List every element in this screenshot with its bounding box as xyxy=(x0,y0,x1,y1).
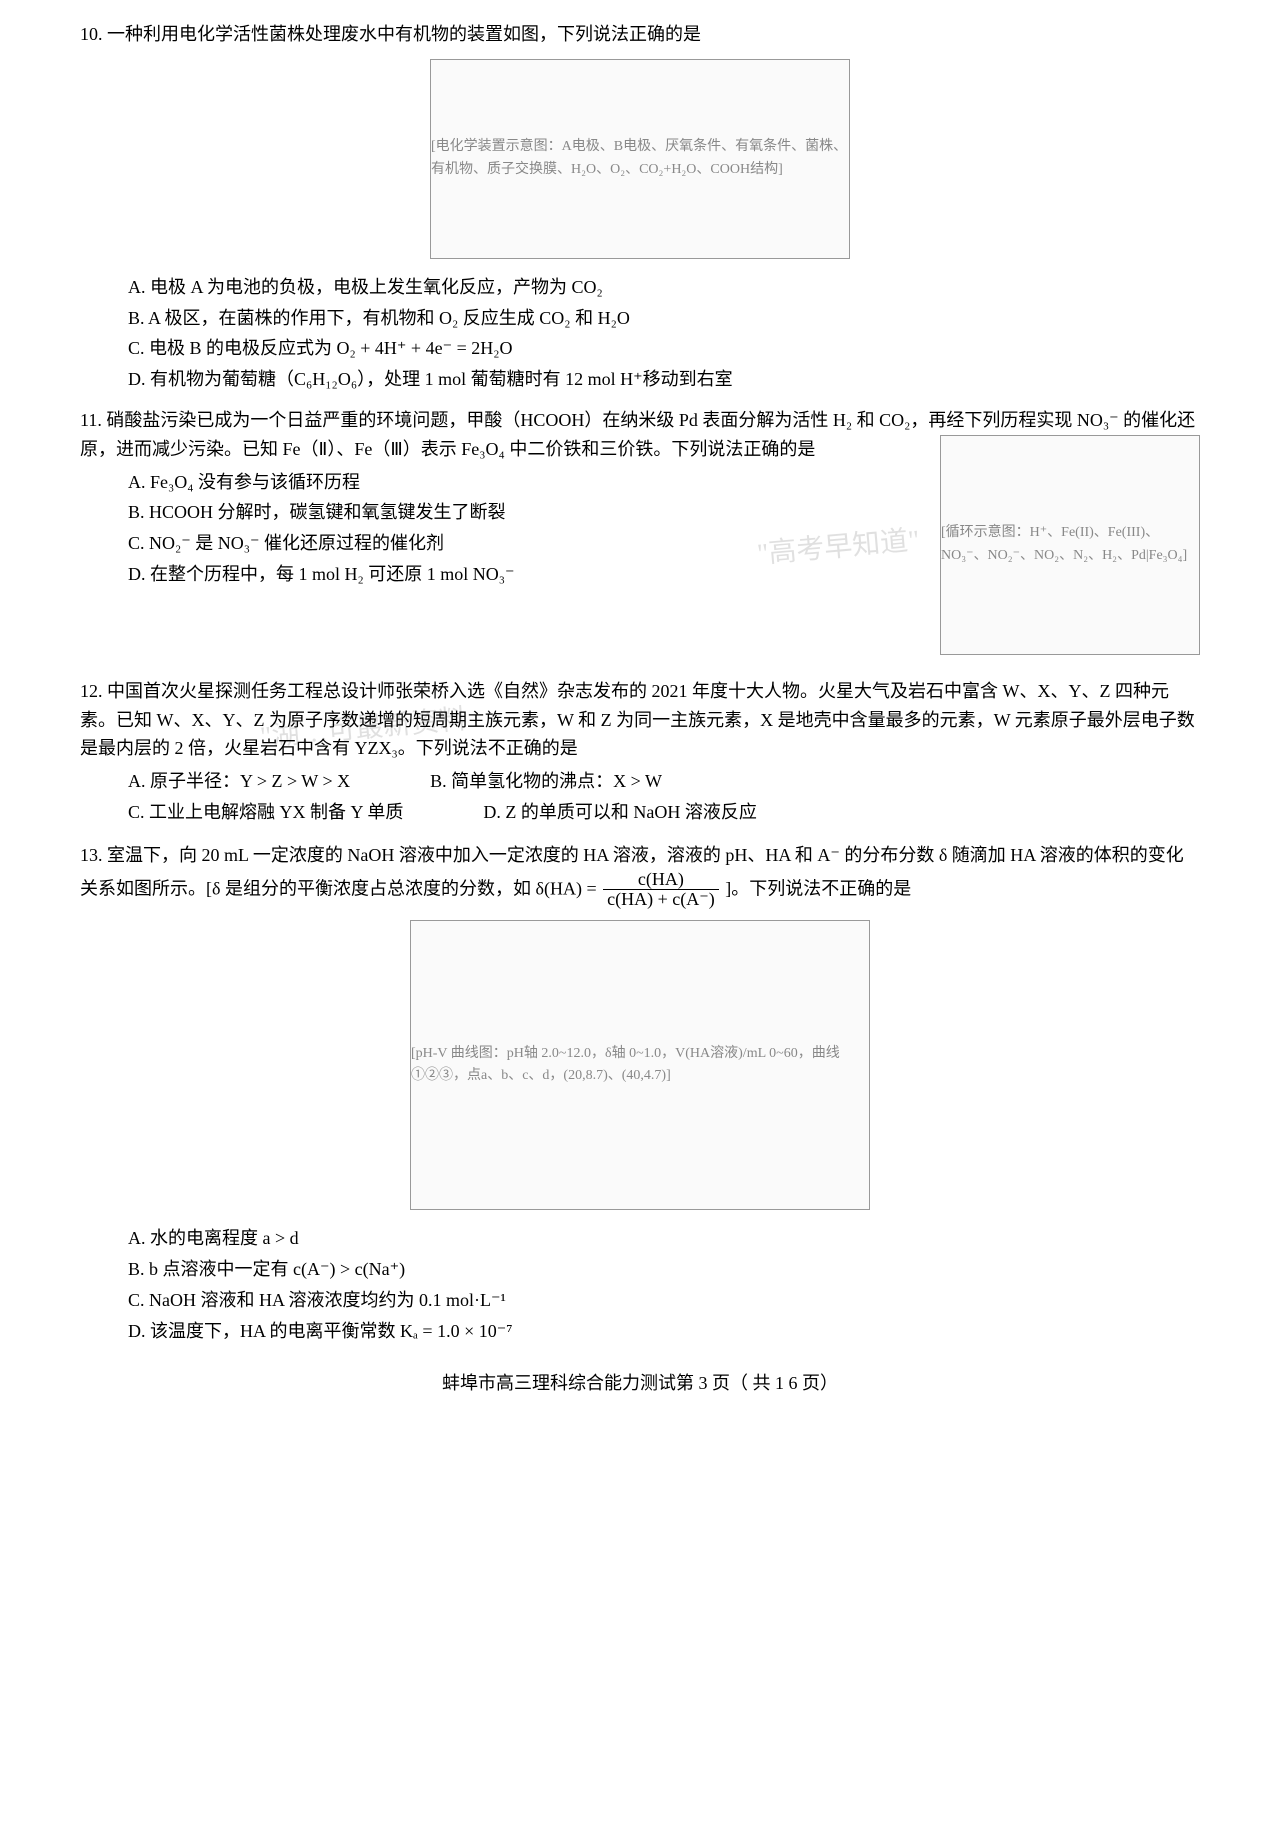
question-13: 13. 室温下，向 20 mL 一定浓度的 NaOH 溶液中加入一定浓度的 HA… xyxy=(80,841,1200,1346)
q10-option-A: A. 电极 A 为电池的负极，电极上发生氧化反应，产物为 CO₂ xyxy=(128,273,1200,302)
q12-option-B: B. 简单氢化物的沸点：X > W xyxy=(430,767,662,796)
q13-option-A: A. 水的电离程度 a > d xyxy=(128,1224,1200,1253)
question-10: 10. 一种利用电化学活性菌株处理废水中有机物的装置如图，下列说法正确的是 [电… xyxy=(80,20,1200,394)
q10-option-C: C. 电极 B 的电极反应式为 O₂ + 4H⁺ + 4e⁻ = 2H₂O xyxy=(128,334,1200,363)
q13-option-D: D. 该温度下，HA 的电离平衡常数 Kₐ = 1.0 × 10⁻⁷ xyxy=(128,1317,1200,1346)
q13-frac-num: c(HA) xyxy=(603,870,719,891)
q10-figure: [电化学装置示意图：A电极、B电极、厌氧条件、有氧条件、菌株、有机物、质子交换膜… xyxy=(430,59,850,259)
q13-frac-den: c(HA) + c(A⁻) xyxy=(603,890,719,910)
q13-options: A. 水的电离程度 a > d B. b 点溶液中一定有 c(A⁻) > c(N… xyxy=(128,1224,1200,1345)
q10-option-B: B. A 极区，在菌株的作用下，有机物和 O₂ 反应生成 CO₂ 和 H₂O xyxy=(128,304,1200,333)
q12-number: 12. xyxy=(80,681,103,701)
q10-number: 10. xyxy=(80,24,103,44)
q12-stem: 中国首次火星探测任务工程总设计师张荣桥入选《自然》杂志发布的 2021 年度十大… xyxy=(80,681,1195,759)
q12-option-D: D. Z 的单质可以和 NaOH 溶液反应 xyxy=(483,798,756,827)
q13-option-C: C. NaOH 溶液和 HA 溶液浓度均约为 0.1 mol·L⁻¹ xyxy=(128,1286,1200,1315)
question-12: 12. 中国首次火星探测任务工程总设计师张荣桥入选《自然》杂志发布的 2021 … xyxy=(80,677,1200,829)
q12-option-A: A. 原子半径：Y > Z > W > X xyxy=(128,767,350,796)
q13-fraction: c(HA) c(HA) + c(A⁻) xyxy=(603,870,719,911)
q13-figure: [pH-V 曲线图：pH轴 2.0~12.0，δ轴 0~1.0，V(HA溶液)/… xyxy=(410,920,870,1210)
page-footer: 蚌埠市高三理科综合能力测试第 3 页（ 共 1 6 页） xyxy=(80,1369,1200,1398)
q12-option-C: C. 工业上电解熔融 YX 制备 Y 单质 xyxy=(128,798,403,827)
q11-number: 11. xyxy=(80,410,102,430)
q13-stem-part2: ]。下列说法不正确的是 xyxy=(725,878,911,898)
q13-option-B: B. b 点溶液中一定有 c(A⁻) > c(Na⁺) xyxy=(128,1255,1200,1284)
q13-number: 13. xyxy=(80,845,103,865)
q10-option-D: D. 有机物为葡萄糖（C₆H₁₂O₆），处理 1 mol 葡萄糖时有 12 mo… xyxy=(128,365,1200,394)
q11-figure: [循环示意图：H⁺、Fe(II)、Fe(III)、NO₃⁻、NO₂⁻、NO₂、N… xyxy=(940,435,1200,655)
q10-stem: 一种利用电化学活性菌株处理废水中有机物的装置如图，下列说法正确的是 xyxy=(107,24,701,44)
question-11: 11. 硝酸盐污染已成为一个日益严重的环境问题，甲酸（HCOOH）在纳米级 Pd… xyxy=(80,406,1200,665)
q10-options: A. 电极 A 为电池的负极，电极上发生氧化反应，产物为 CO₂ B. A 极区… xyxy=(128,273,1200,394)
q12-options: A. 原子半径：Y > Z > W > X B. 简单氢化物的沸点：X > W … xyxy=(128,767,1200,829)
